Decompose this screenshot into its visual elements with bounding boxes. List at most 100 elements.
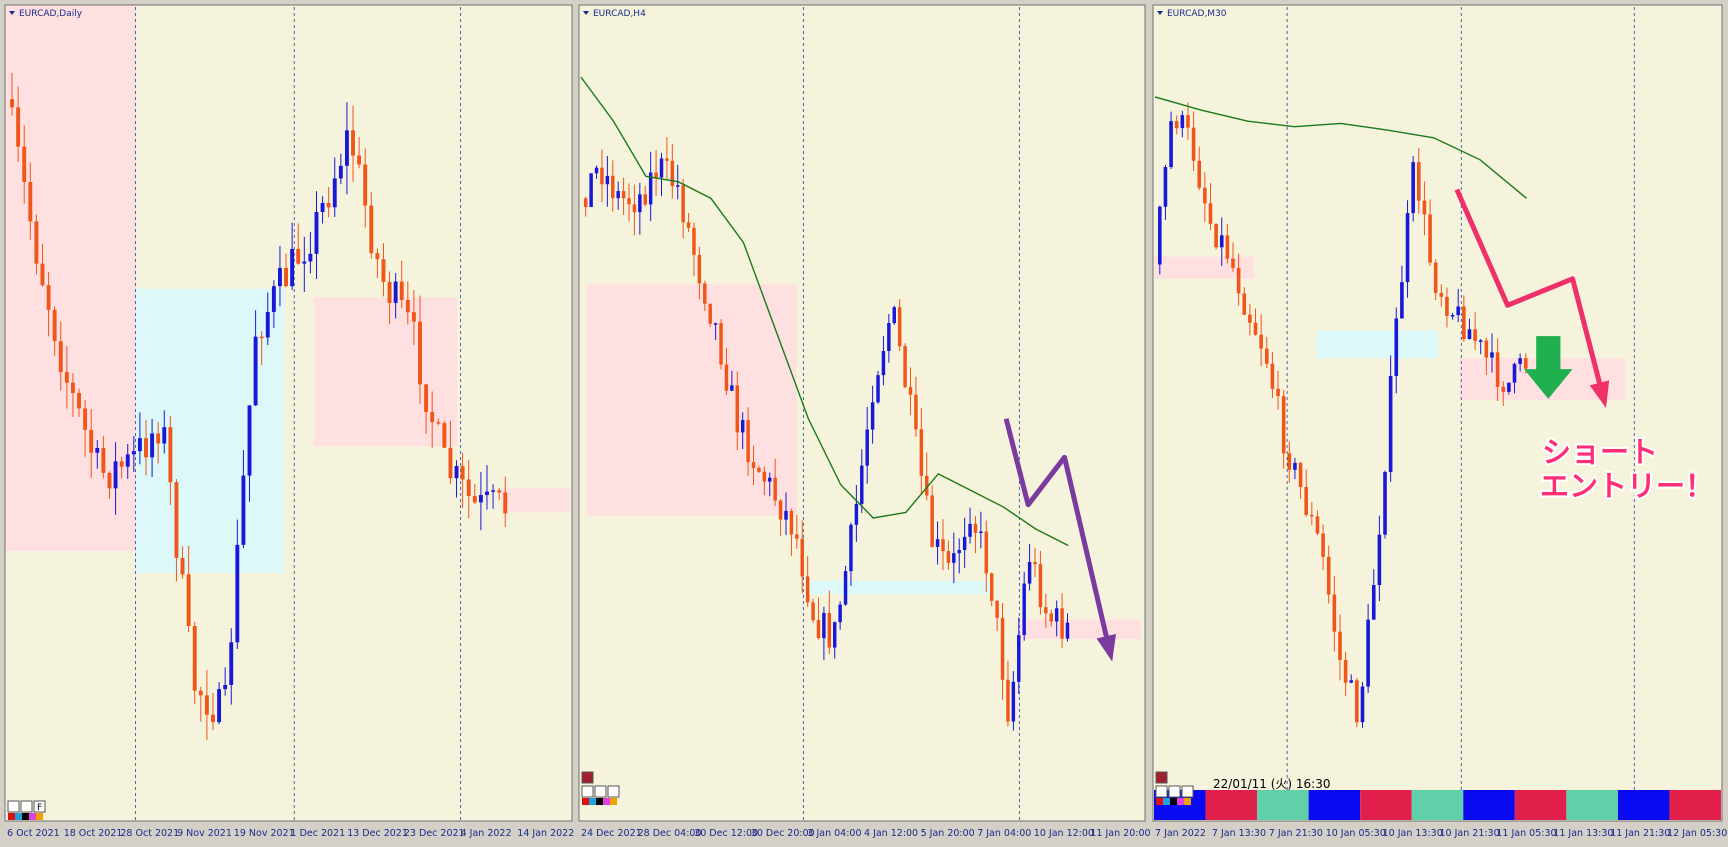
candle-body — [979, 531, 983, 534]
candle-body — [594, 167, 599, 174]
color-swatch — [1170, 798, 1177, 805]
candle-body — [320, 203, 325, 213]
candle-body — [1507, 382, 1511, 392]
candle-body — [472, 495, 477, 503]
candle-body — [77, 392, 81, 409]
candle-body — [1049, 613, 1053, 622]
candle-body — [150, 433, 155, 458]
candle-body — [1027, 561, 1032, 584]
candle-body — [64, 372, 69, 383]
candle-body — [1000, 617, 1005, 680]
candle-body — [485, 491, 489, 496]
candle-body — [1169, 121, 1173, 168]
candle-body — [344, 130, 349, 166]
tool-icon — [581, 785, 594, 798]
candle-body — [125, 454, 130, 467]
candle-body — [1186, 115, 1190, 128]
candle-body — [296, 248, 301, 264]
candle-body — [107, 472, 112, 489]
x-axis-label: 10 Jan 21:30 — [1440, 828, 1500, 839]
candle-body — [860, 465, 864, 504]
candle-body — [1422, 200, 1427, 215]
candle-body — [442, 423, 447, 448]
candle-body — [984, 531, 989, 574]
indicator-block — [1257, 790, 1309, 820]
color-swatch — [596, 798, 603, 805]
candle-body — [1270, 363, 1275, 389]
candle-body — [1490, 352, 1494, 358]
candle-body — [789, 510, 794, 535]
candle-body — [735, 385, 740, 433]
candle-body — [1231, 258, 1235, 268]
x-axis-label: 28 Oct 2021 — [120, 828, 179, 839]
tool-icon — [1155, 785, 1168, 798]
panel-menu — [9, 11, 15, 15]
candle-body — [405, 300, 410, 313]
candle-body — [719, 323, 723, 365]
candle-body — [746, 420, 750, 463]
candle-body — [648, 172, 653, 205]
moving-average — [1154, 96, 1528, 199]
candle-body — [326, 203, 331, 208]
candle-body — [968, 523, 972, 537]
color-swatch — [22, 813, 29, 820]
candle-body — [192, 625, 197, 691]
candle-body — [1022, 583, 1026, 636]
candle-body — [1191, 127, 1196, 161]
candle-body — [1287, 453, 1292, 470]
candle-body — [131, 451, 136, 455]
candle-body — [762, 471, 767, 482]
candle-body — [478, 495, 483, 503]
candle-body — [448, 447, 453, 479]
x-axis-label: 10 Jan 12:00 — [1034, 828, 1094, 839]
x-axis-label: 11 Jan 13:30 — [1553, 828, 1613, 839]
moving-average — [580, 76, 1069, 547]
candle-body — [632, 204, 637, 213]
candle-body — [919, 429, 924, 476]
x-axis-label: 10 Jan 13:30 — [1383, 828, 1443, 839]
candle-body — [611, 175, 615, 199]
candle-body — [773, 477, 777, 501]
candle-body — [1512, 363, 1517, 383]
candle-body — [58, 341, 63, 373]
candle-body — [253, 336, 258, 406]
candle-body — [654, 172, 658, 178]
candle-body — [757, 467, 761, 472]
tool-button: F — [37, 803, 42, 813]
x-axis-label: 10 Jan 05:30 — [1326, 828, 1386, 839]
candle-body — [681, 185, 685, 223]
candle-body — [1523, 358, 1528, 369]
candle-body — [1180, 115, 1185, 129]
candle-body — [1400, 282, 1404, 319]
candle-body — [1253, 322, 1258, 335]
candle-body — [876, 375, 880, 403]
candle-body — [284, 267, 288, 287]
zone — [5, 5, 136, 551]
x-axis-label: 4 Jan 12:00 — [864, 828, 918, 839]
candle-body — [1225, 235, 1230, 259]
candle-body — [1501, 386, 1506, 392]
candle-body — [156, 433, 161, 444]
x-axis-label: 7 Jan 04:00 — [977, 828, 1031, 839]
indicator-block — [1411, 790, 1464, 820]
zone — [809, 580, 992, 594]
candle-body — [1065, 622, 1070, 639]
candle-body — [1310, 514, 1314, 517]
candle-body — [713, 323, 718, 325]
x-axis-label: 18 Oct 2021 — [64, 828, 123, 839]
candle-body — [1428, 214, 1432, 263]
color-swatch — [582, 798, 589, 805]
x-axis-label: 13 Dec 2021 — [347, 828, 408, 839]
candle-body — [174, 482, 179, 558]
candle-body — [101, 447, 106, 473]
candle-body — [946, 551, 951, 563]
color-swatch — [603, 798, 610, 805]
candle-body — [1484, 340, 1489, 358]
candle-body — [1349, 680, 1354, 683]
candle-body — [1264, 348, 1269, 364]
candle-body — [338, 165, 343, 179]
color-swatch — [29, 813, 36, 820]
